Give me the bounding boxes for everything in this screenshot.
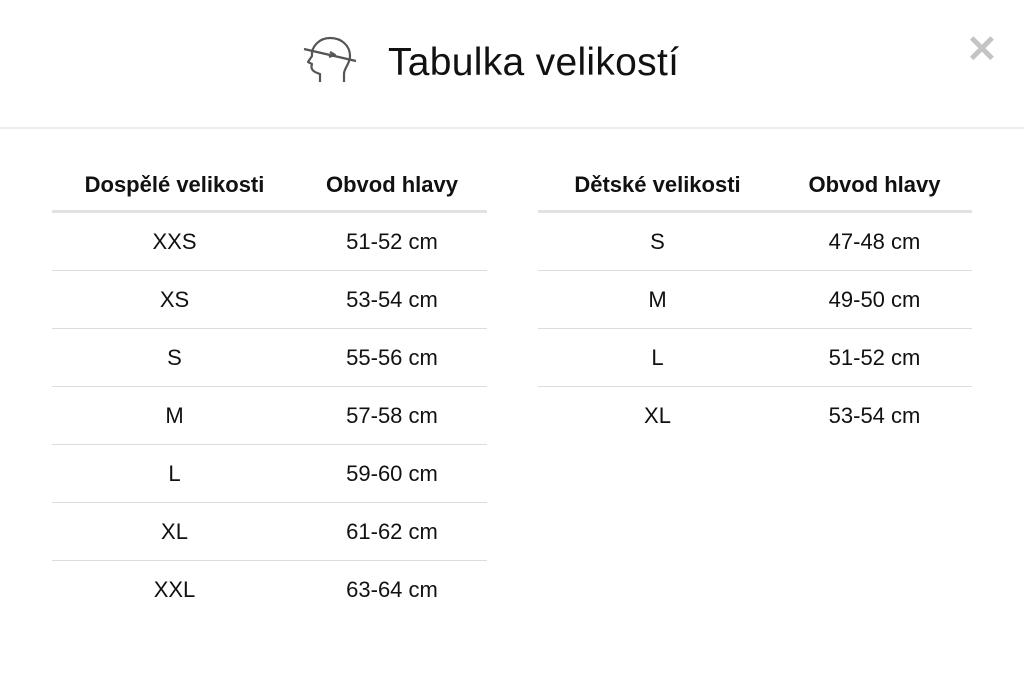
circumference-cell: 59-60 cm [297, 444, 487, 503]
column-header: Dětské velikosti [538, 160, 777, 213]
table-row: S 47-48 cm [538, 211, 972, 271]
close-icon[interactable]: ✕ [966, 29, 998, 71]
column-header: Obvod hlavy [777, 160, 972, 213]
head-measure-icon [300, 30, 360, 95]
table-row: S 55-56 cm [52, 328, 487, 387]
circumference-cell: 57-58 cm [297, 386, 487, 445]
circumference-cell: 55-56 cm [297, 328, 487, 387]
size-cell: S [52, 328, 297, 387]
size-cell: XXL [153, 576, 196, 602]
circumference-cell: 47-48 cm [777, 211, 972, 271]
title-group: Tabulka velikostí [300, 30, 679, 95]
size-cell: M [52, 386, 297, 445]
column-header: Dospělé velikosti [52, 160, 297, 213]
circumference-cell: 53-54 cm [297, 270, 487, 329]
table-row: XXS 51-52 cm [52, 211, 487, 271]
circumference-cell: 49-50 cm [777, 270, 972, 329]
adult-size-table: Dospělé velikosti Obvod hlavy XXS 51-52 c… [52, 160, 487, 618]
size-cell: XL [644, 402, 671, 428]
table-row: XXL 63-64 cm [52, 561, 487, 619]
size-cell: XXS [52, 211, 297, 271]
size-cell: L [52, 444, 297, 503]
column-header: Obvod hlavy [297, 160, 487, 213]
table-row: L 59-60 cm [52, 444, 487, 503]
size-cell: S [538, 211, 777, 271]
circumference-cell: 51-52 cm [777, 328, 972, 387]
table-row: XL 53-54 cm [538, 387, 972, 445]
table-row: M 57-58 cm [52, 386, 487, 445]
circumference-cell: 63-64 cm [346, 576, 438, 602]
table-header-row: Dospělé velikosti Obvod hlavy [52, 160, 487, 213]
size-cell: M [538, 270, 777, 329]
size-cell: XL [52, 502, 297, 561]
table-header-row: Dětské velikosti Obvod hlavy [538, 160, 972, 213]
circumference-cell: 51-52 cm [297, 211, 487, 271]
table-row: L 51-52 cm [538, 328, 972, 387]
size-cell: L [538, 328, 777, 387]
kids-size-table: Dětské velikosti Obvod hlavy S 47-48 cm M 4… [538, 160, 972, 444]
modal-title: Tabulka velikostí [388, 40, 680, 84]
size-cell: XS [52, 270, 297, 329]
table-row: M 49-50 cm [538, 270, 972, 329]
circumference-cell: 53-54 cm [828, 402, 921, 428]
modal-header: Tabulka velikostí ✕ [0, 0, 1024, 129]
table-row: XL 61-62 cm [52, 502, 487, 561]
circumference-cell: 61-62 cm [297, 502, 487, 561]
table-row: XS 53-54 cm [52, 270, 487, 329]
